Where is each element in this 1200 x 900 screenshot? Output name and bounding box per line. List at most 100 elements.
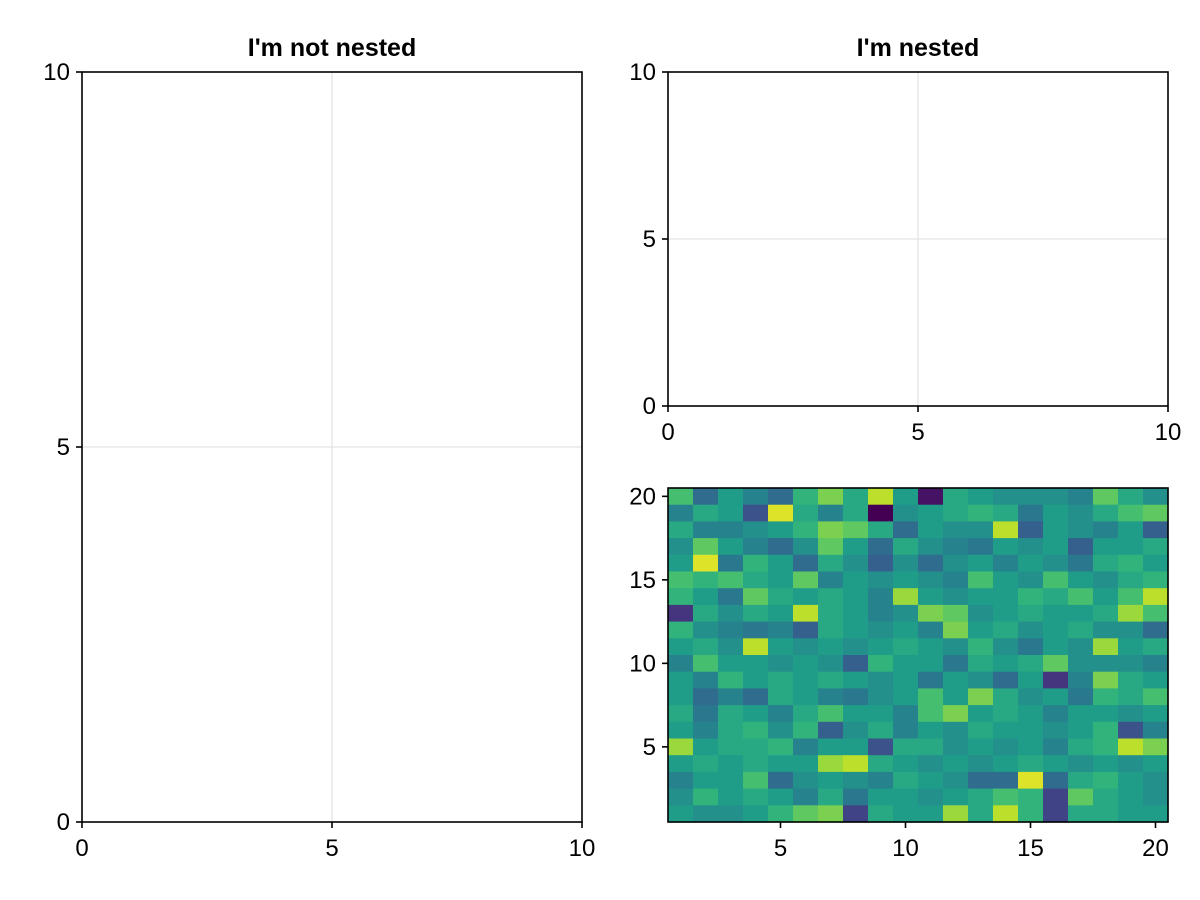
y-tick-label: 5 (57, 434, 70, 461)
heatmap-cell (943, 738, 969, 756)
heatmap-cell (693, 688, 719, 706)
heatmap-cell (743, 705, 769, 723)
heatmap-cell (793, 788, 819, 806)
heatmap-cell (668, 554, 694, 573)
heatmap-cell (793, 538, 819, 556)
heatmap-cell (768, 621, 794, 639)
x-tick-label: 15 (1017, 835, 1044, 862)
heatmap-cell (668, 604, 694, 623)
heatmap-cell (1018, 755, 1044, 773)
heatmap-cell (718, 788, 744, 806)
heatmap-cell (718, 488, 744, 506)
heatmap-cell (893, 621, 919, 639)
heatmap-cell (1093, 504, 1119, 522)
heatmap-cell (818, 738, 844, 756)
heatmap-cell (843, 571, 869, 589)
heatmap-cell (693, 721, 719, 740)
heatmap-cell (818, 571, 844, 589)
heatmap-cell (1118, 705, 1144, 723)
heatmap-cell (1043, 521, 1069, 539)
heatmap-cell (718, 738, 744, 756)
heatmap-cell (943, 571, 969, 589)
heatmap-cell (1018, 621, 1044, 639)
x-tick-label: 10 (569, 835, 596, 862)
heatmap-cell (843, 638, 869, 656)
heatmap-cell (943, 788, 969, 806)
x-tick-label: 5 (774, 835, 787, 862)
heatmap-cell (1068, 805, 1094, 823)
heatmap-cell (668, 655, 694, 673)
heatmap-cell (993, 688, 1019, 706)
heatmap-cell (793, 588, 819, 606)
y-tick-label: 0 (57, 809, 70, 836)
heatmap-cell (843, 554, 869, 573)
heatmap-cell (1143, 621, 1169, 639)
x-tick-label: 10 (892, 835, 919, 862)
heatmap-cell (1143, 604, 1169, 623)
heatmap-cell (818, 688, 844, 706)
heatmap-cell (793, 655, 819, 673)
heatmap-cell (768, 604, 794, 623)
heatmap-cell (968, 488, 994, 506)
heatmap-cell (968, 788, 994, 806)
heatmap-cell (1093, 638, 1119, 656)
heatmap-cell (818, 655, 844, 673)
heatmap-cell (993, 604, 1019, 623)
heatmap-cell (768, 805, 794, 823)
heatmap-cell (1068, 571, 1094, 589)
heatmap-cell (768, 721, 794, 740)
heatmap-cell (1068, 638, 1094, 656)
heatmap-cell (668, 738, 694, 756)
heatmap-cell (1068, 671, 1094, 689)
heatmap-cell (693, 771, 719, 790)
heatmap-cell (1018, 504, 1044, 522)
heatmap-cell (868, 488, 894, 506)
heatmap-cell (743, 805, 769, 823)
heatmap-cell (968, 688, 994, 706)
axis-frame (667, 487, 1169, 823)
heatmap-cell (818, 705, 844, 723)
heatmap-cell (843, 604, 869, 623)
heatmap-cell (968, 538, 994, 556)
heatmap-cell (1018, 554, 1044, 573)
heatmap-cell (1018, 521, 1044, 539)
heatmap-cell (1118, 671, 1144, 689)
heatmap-cell (668, 705, 694, 723)
heatmap-cell (818, 671, 844, 689)
heatmap-cell (843, 488, 869, 506)
heatmap-cell (718, 671, 744, 689)
heatmap-cell (743, 521, 769, 539)
heatmap-cell (1018, 571, 1044, 589)
heatmap-cell (693, 788, 719, 806)
heatmap-cell (743, 688, 769, 706)
heatmap-cell (1143, 671, 1169, 689)
heatmap-cell (668, 488, 694, 506)
heatmap-cell (843, 521, 869, 539)
heatmap-cell (918, 671, 944, 689)
y-tick-label: 20 (629, 483, 656, 510)
heatmap-cell (893, 688, 919, 706)
heatmap-cell (1043, 604, 1069, 623)
heatmap-cell (968, 588, 994, 606)
heatmap-cell (1118, 755, 1144, 773)
heatmap-cell (1018, 721, 1044, 740)
heatmap-cell (893, 588, 919, 606)
heatmap-cell (693, 504, 719, 522)
heatmap-cell (1043, 504, 1069, 522)
heatmap-cell (1068, 488, 1094, 506)
heatmap-cell (893, 671, 919, 689)
heatmap-cell (768, 571, 794, 589)
heatmap-cell (1018, 655, 1044, 673)
heatmap-cell (943, 671, 969, 689)
heatmap-cell (1043, 771, 1069, 790)
heatmap-cell (768, 671, 794, 689)
heatmap-cell (993, 788, 1019, 806)
heatmap-cell (1118, 488, 1144, 506)
heatmap-cell (718, 504, 744, 522)
heatmap-cell (793, 638, 819, 656)
heatmap-cell (893, 738, 919, 756)
heatmap-cell (843, 755, 869, 773)
heatmap-cell (1043, 671, 1069, 689)
heatmap-cell (818, 588, 844, 606)
chart-title: I'm not nested (248, 34, 416, 62)
